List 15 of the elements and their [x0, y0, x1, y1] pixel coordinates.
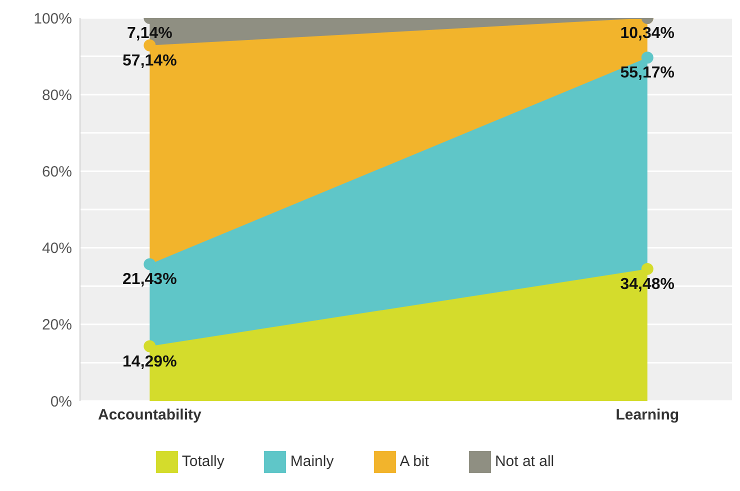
legend-label: A bit — [400, 452, 429, 470]
legend-label: Not at all — [494, 452, 554, 470]
y-tick-label: 0% — [50, 393, 72, 410]
y-tick-label: 80% — [42, 86, 72, 104]
data-label: 7,14% — [126, 25, 172, 42]
data-label: 21,43% — [122, 271, 177, 288]
x-tick-label: Learning — [616, 406, 680, 424]
data-label: 10,34% — [620, 25, 675, 42]
y-tick-label: 100% — [34, 10, 72, 28]
y-tick-label: 60% — [42, 164, 72, 181]
legend-label: Totally — [182, 452, 224, 470]
x-tick-label: Accountability — [98, 406, 202, 424]
y-tick-label: 40% — [42, 240, 72, 258]
legend-label: Mainly — [290, 452, 334, 470]
y-tick-label: 20% — [42, 316, 72, 334]
